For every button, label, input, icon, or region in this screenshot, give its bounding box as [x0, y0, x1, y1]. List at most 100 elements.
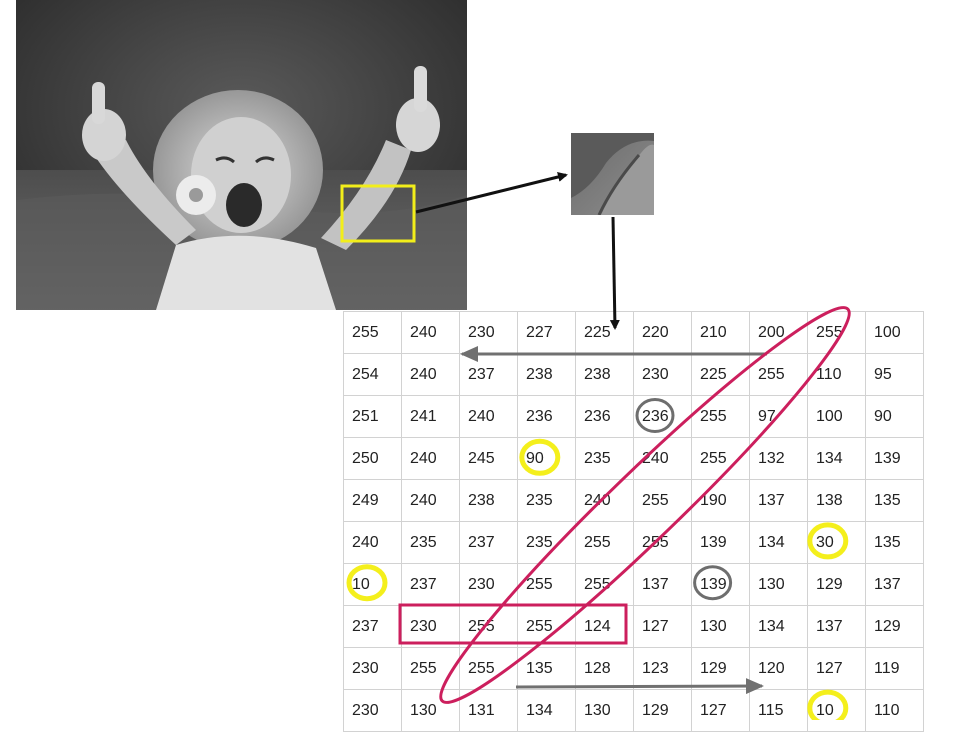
pixel-value-cell: 134	[807, 437, 866, 480]
pixel-value-cell: 124	[575, 605, 634, 648]
grid-row: 230 130 131 134 130 129 127 115 10 110	[343, 689, 924, 732]
pixel-value-cell: 235	[575, 437, 634, 480]
pixel-value-cell: 129	[633, 689, 692, 732]
pixel-value-cell: 127	[807, 647, 866, 690]
pixel-value-cell: 10	[807, 689, 866, 732]
pixel-value-cell: 255	[575, 521, 634, 564]
selection-box	[340, 184, 416, 243]
grid-row: 240 235 237 235 255 255 139 134 30 135	[343, 521, 924, 564]
pixel-value-cell: 255	[517, 563, 576, 606]
pixel-value-cell: 90	[517, 437, 576, 480]
pixel-value-cell: 230	[459, 563, 518, 606]
pixel-value-cell: 200	[749, 311, 808, 354]
pixel-value-cell: 134	[749, 605, 808, 648]
pixel-value-cell: 251	[343, 395, 402, 438]
pixel-value-cell: 227	[517, 311, 576, 354]
pixel-value-cell: 135	[865, 521, 924, 564]
pixel-value-cell: 10	[343, 563, 402, 606]
pixel-value-cell: 132	[749, 437, 808, 480]
pixel-value-cell: 240	[575, 479, 634, 522]
pixel-value-cell: 225	[691, 353, 750, 396]
pixel-value-cell: 128	[575, 647, 634, 690]
pixel-value-cell: 237	[343, 605, 402, 648]
pixel-value-cell: 130	[575, 689, 634, 732]
pixel-value-cell: 240	[633, 437, 692, 480]
pixel-value-cell: 240	[401, 311, 460, 354]
pixel-value-cell: 249	[343, 479, 402, 522]
pixel-value-cell: 139	[691, 521, 750, 564]
zoomed-patch	[571, 133, 654, 215]
grid-row: 251 241 240 236 236 236 255 97 100 90	[343, 395, 924, 438]
pixel-value-cell: 120	[749, 647, 808, 690]
pixel-value-cell: 230	[343, 689, 402, 732]
pixel-value-cell: 129	[807, 563, 866, 606]
pixel-value-cell: 241	[401, 395, 460, 438]
pixel-value-cell: 225	[575, 311, 634, 354]
pixel-value-cell: 240	[343, 521, 402, 564]
pixel-value-cell: 250	[343, 437, 402, 480]
pixel-value-cell: 131	[459, 689, 518, 732]
pixel-value-cell: 230	[633, 353, 692, 396]
pixel-value-cell: 236	[575, 395, 634, 438]
pixel-value-cell: 139	[691, 563, 750, 606]
pixel-value-cell: 137	[633, 563, 692, 606]
pixel-value-cell: 255	[575, 563, 634, 606]
pixel-value-cell: 240	[459, 395, 518, 438]
pixel-value-cell: 100	[865, 311, 924, 354]
pixel-value-cell: 100	[807, 395, 866, 438]
grid-row: 255 240 230 227 225 220 210 200 255 100	[343, 311, 924, 354]
pixel-value-cell: 230	[401, 605, 460, 648]
pixel-value-cell: 255	[633, 521, 692, 564]
grid-row: 230 255 255 135 128 123 129 120 127 119	[343, 647, 924, 690]
pixel-value-cell: 235	[517, 479, 576, 522]
pixel-value-cell: 90	[865, 395, 924, 438]
grid-row: 250 240 245 90 235 240 255 132 134 139	[343, 437, 924, 480]
pixel-value-cell: 254	[343, 353, 402, 396]
pixel-value-cell: 95	[865, 353, 924, 396]
pixel-value-cell: 110	[807, 353, 866, 396]
pixel-value-cell: 220	[633, 311, 692, 354]
pixel-value-cell: 237	[459, 521, 518, 564]
pixel-value-cell: 129	[691, 647, 750, 690]
pixel-value-cell: 235	[517, 521, 576, 564]
pixel-value-grid: 255 240 230 227 225 220 210 200 255 100 254 240 237 2…	[343, 311, 924, 732]
grid-row: 249 240 238 235 240 255 190 137 138 135	[343, 479, 924, 522]
pixel-value-cell: 30	[807, 521, 866, 564]
pixel-value-cell: 255	[807, 311, 866, 354]
pixel-value-cell: 255	[343, 311, 402, 354]
pixel-value-cell: 127	[633, 605, 692, 648]
pixel-value-cell: 190	[691, 479, 750, 522]
grid-row: 237 230 255 255 124 127 130 134 137 129	[343, 605, 924, 648]
pixel-value-cell: 119	[865, 647, 924, 690]
grayscale-photo	[16, 0, 467, 310]
pixel-value-cell: 115	[749, 689, 808, 732]
pixel-value-cell: 255	[691, 437, 750, 480]
pixel-value-cell: 245	[459, 437, 518, 480]
pixel-value-cell: 238	[575, 353, 634, 396]
pixel-value-cell: 230	[459, 311, 518, 354]
pixel-value-cell: 137	[807, 605, 866, 648]
pixel-value-cell: 238	[459, 479, 518, 522]
pixel-value-cell: 130	[749, 563, 808, 606]
pixel-value-cell: 137	[865, 563, 924, 606]
pixel-value-cell: 134	[749, 521, 808, 564]
pixel-value-cell: 110	[865, 689, 924, 732]
pixel-value-cell: 230	[343, 647, 402, 690]
pixel-value-cell: 255	[459, 605, 518, 648]
pixel-value-cell: 255	[749, 353, 808, 396]
pixel-value-cell: 255	[459, 647, 518, 690]
pixel-value-cell: 235	[401, 521, 460, 564]
pixel-value-cell: 237	[401, 563, 460, 606]
pixel-value-cell: 255	[401, 647, 460, 690]
pixel-value-cell: 236	[633, 395, 692, 438]
pixel-value-cell: 134	[517, 689, 576, 732]
pixel-value-cell: 255	[633, 479, 692, 522]
pixel-value-cell: 255	[517, 605, 576, 648]
pixel-value-cell: 135	[865, 479, 924, 522]
pixel-value-cell: 137	[749, 479, 808, 522]
pixel-value-cell: 129	[865, 605, 924, 648]
pixel-value-cell: 210	[691, 311, 750, 354]
pixel-value-cell: 97	[749, 395, 808, 438]
pixel-value-cell: 130	[401, 689, 460, 732]
grid-row: 10 237 230 255 255 137 139 130 129 137	[343, 563, 924, 606]
